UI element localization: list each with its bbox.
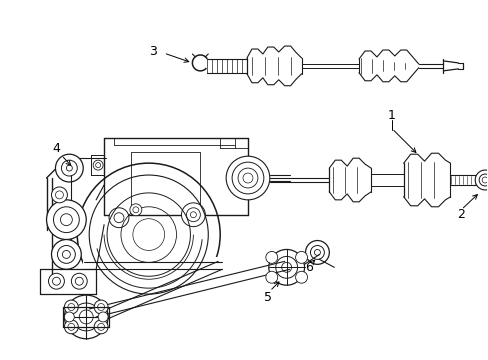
Circle shape [98, 312, 108, 322]
Circle shape [64, 295, 108, 339]
Circle shape [64, 300, 78, 314]
Circle shape [51, 239, 81, 269]
Circle shape [94, 300, 108, 314]
Text: 3: 3 [148, 45, 156, 58]
Circle shape [55, 154, 83, 182]
Circle shape [265, 271, 277, 283]
Text: 6: 6 [305, 261, 313, 274]
Circle shape [265, 251, 277, 264]
Text: 1: 1 [387, 109, 395, 122]
Circle shape [130, 204, 142, 216]
Circle shape [109, 208, 129, 228]
Circle shape [77, 163, 220, 306]
Circle shape [305, 240, 328, 264]
Circle shape [295, 271, 307, 283]
Bar [102, 136, 249, 217]
Circle shape [71, 273, 87, 289]
Circle shape [295, 251, 307, 264]
Circle shape [64, 312, 74, 322]
Circle shape [51, 187, 67, 203]
Circle shape [181, 203, 205, 227]
Circle shape [94, 320, 108, 334]
Circle shape [48, 273, 64, 289]
Circle shape [225, 156, 269, 200]
Circle shape [46, 200, 86, 239]
Text: 5: 5 [264, 291, 271, 303]
Text: 2: 2 [456, 208, 464, 221]
Circle shape [268, 249, 304, 285]
Bar [83, 257, 226, 332]
Text: 4: 4 [52, 142, 61, 155]
Circle shape [474, 170, 488, 190]
Circle shape [64, 320, 78, 334]
